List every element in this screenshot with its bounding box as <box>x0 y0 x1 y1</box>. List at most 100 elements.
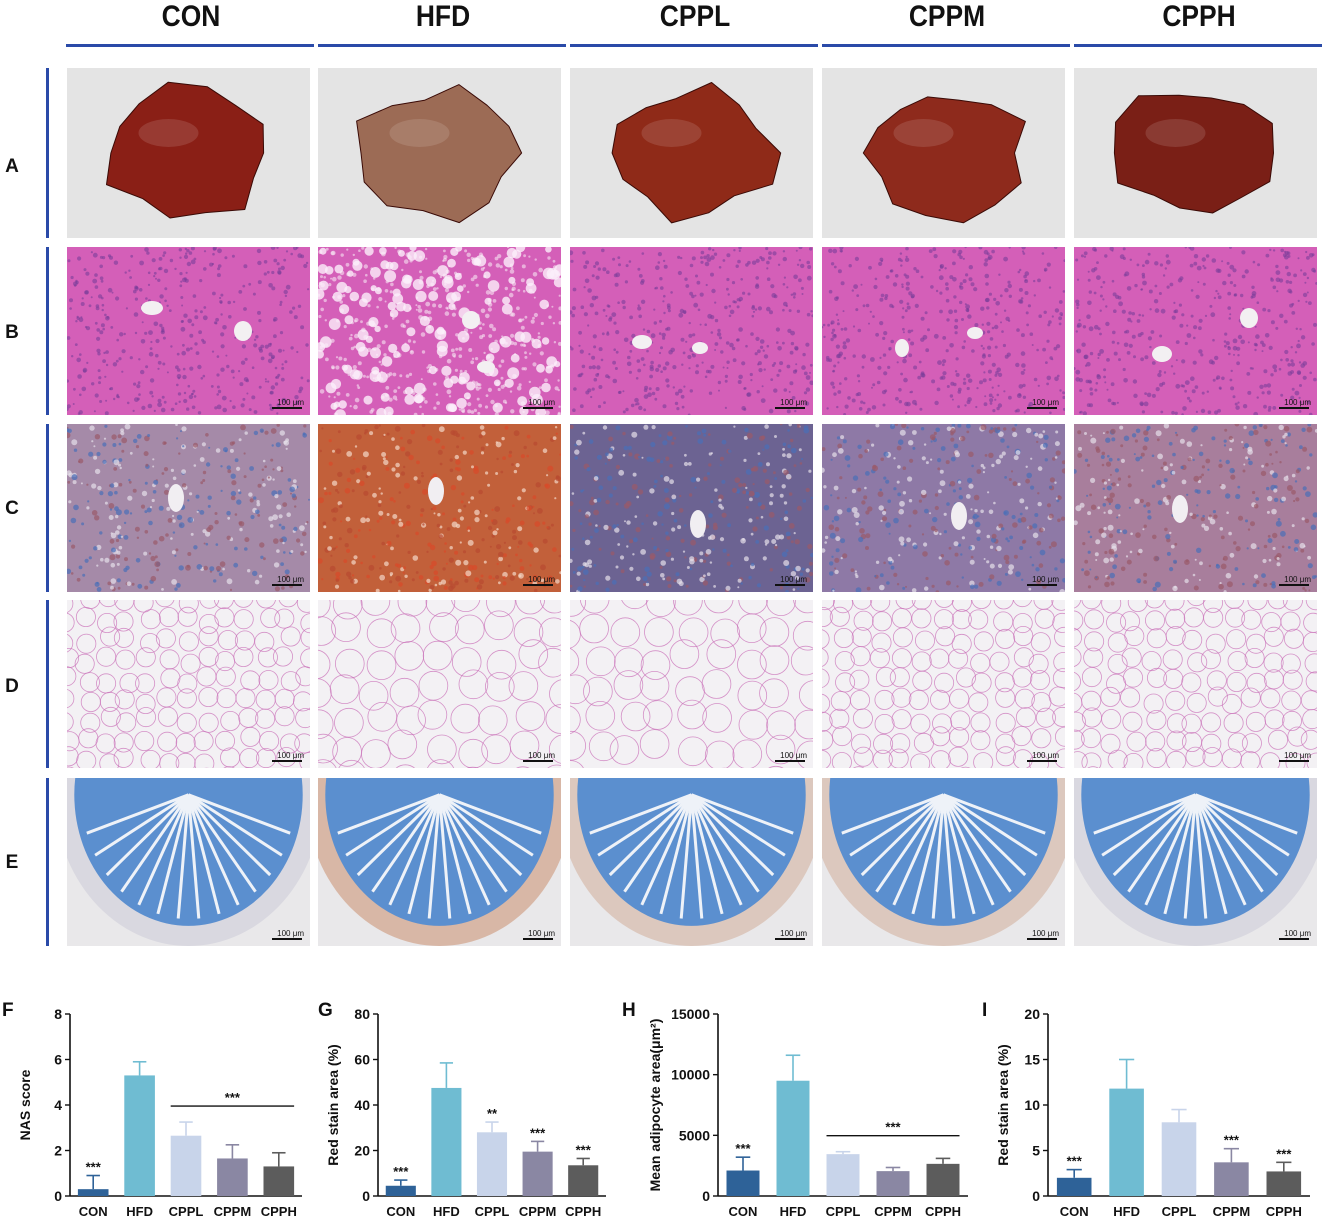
image-liver-he-cpph: 100 μm <box>1074 247 1317 415</box>
x-tick-label: CPPL <box>826 1204 861 1219</box>
y-axis-label: Red stain area (%) <box>325 1044 341 1165</box>
bar-cppl <box>826 1154 860 1196</box>
y-tick-label: 0 <box>1032 1188 1040 1204</box>
image-colon-stain-con: 100 μm <box>67 778 310 946</box>
bar-con <box>77 1189 109 1196</box>
image-adipose-he-con: 100 μm <box>67 600 310 768</box>
y-tick-label: 20 <box>354 1143 370 1159</box>
chart-red-stain-liver: 0 20 40 60 80 Red stain area (%) CON HFD CPPL CPP… <box>325 1006 606 1219</box>
image-liver-gross-cpph <box>1074 68 1317 238</box>
significance-marker: ** <box>487 1106 498 1121</box>
scale-bar <box>272 760 302 762</box>
scale-bar-label: 100 μm <box>1284 751 1311 760</box>
significance-marker: *** <box>885 1120 901 1135</box>
image-liver-oil-red-cpph: 100 μm <box>1074 424 1317 592</box>
scale-bar <box>272 938 302 940</box>
column-header-cpph: CPPH <box>1162 0 1236 33</box>
x-tick-label: CPPM <box>519 1204 557 1219</box>
image-liver-he-cppl: 100 μm <box>570 247 813 415</box>
significance-marker: *** <box>1224 1133 1240 1148</box>
bar-con <box>385 1185 416 1196</box>
scale-bar <box>1279 407 1309 409</box>
scale-bar <box>523 938 553 940</box>
y-tick-label: 4 <box>54 1097 62 1113</box>
row-label-b: B <box>5 322 19 343</box>
image-colon-stain-hfd: 100 μm <box>318 778 561 946</box>
y-axis-label: Red stain area (%) <box>995 1044 1011 1165</box>
scale-bar <box>1027 584 1057 586</box>
panel-letter-g: G <box>318 1000 333 1021</box>
image-liver-gross-cppl <box>570 68 813 238</box>
y-tick-label: 0 <box>702 1188 710 1204</box>
x-tick-label: CON <box>729 1204 758 1219</box>
significance-marker: *** <box>393 1164 409 1179</box>
bar-con <box>1056 1177 1092 1196</box>
y-tick-label: 6 <box>54 1052 62 1068</box>
image-liver-oil-red-cppm: 100 μm <box>822 424 1065 592</box>
bar-cpph <box>263 1166 295 1196</box>
scale-bar-label: 100 μm <box>780 398 807 407</box>
bar-cpph <box>926 1163 960 1196</box>
image-liver-oil-red-hfd: 100 μm <box>318 424 561 592</box>
bar-cppl <box>1161 1122 1197 1196</box>
x-tick-label: HFD <box>126 1204 153 1219</box>
x-tick-label: CPPM <box>214 1204 252 1219</box>
x-tick-label: CPPM <box>1213 1204 1251 1219</box>
scale-bar <box>272 584 302 586</box>
x-tick-label: CPPL <box>1162 1204 1197 1219</box>
image-adipose-he-cppm: 100 μm <box>822 600 1065 768</box>
x-tick-label: CPPL <box>475 1204 510 1219</box>
scale-bar <box>523 407 553 409</box>
y-tick-label: 80 <box>354 1006 370 1022</box>
bar-cppm <box>876 1171 910 1196</box>
x-tick-label: HFD <box>1113 1204 1140 1219</box>
x-tick-label: CON <box>1060 1204 1089 1219</box>
y-tick-label: 20 <box>1024 1006 1040 1022</box>
scale-bar-label: 100 μm <box>528 929 555 938</box>
row-label-e: E <box>5 852 19 873</box>
bar-cppm <box>522 1151 553 1196</box>
y-tick-label: 60 <box>354 1052 370 1068</box>
x-tick-label: CPPH <box>261 1204 297 1219</box>
image-liver-oil-red-cppl: 100 μm <box>570 424 813 592</box>
scale-bar-label: 100 μm <box>528 575 555 584</box>
x-tick-label: CON <box>79 1204 108 1219</box>
bar-con <box>726 1170 760 1196</box>
image-adipose-he-cpph: 100 μm <box>1074 600 1317 768</box>
row-rule-d <box>46 600 49 768</box>
image-liver-gross-cppm <box>822 68 1065 238</box>
y-tick-label: 0 <box>362 1188 370 1204</box>
scale-bar-label: 100 μm <box>277 929 304 938</box>
image-adipose-he-cppl: 100 μm <box>570 600 813 768</box>
bar-cppl <box>170 1135 202 1196</box>
row-label-d: D <box>5 676 19 697</box>
scale-bar-label: 100 μm <box>528 751 555 760</box>
column-header-con: CON <box>161 0 221 33</box>
significance-marker: *** <box>1067 1154 1083 1169</box>
x-tick-label: CPPH <box>1266 1204 1302 1219</box>
bar-hfd <box>431 1087 462 1196</box>
scale-bar-label: 100 μm <box>1284 398 1311 407</box>
row-rule-b <box>46 247 49 415</box>
scale-bar <box>775 584 805 586</box>
significance-marker: *** <box>735 1141 751 1156</box>
scale-bar-label: 100 μm <box>780 575 807 584</box>
bar-hfd <box>1109 1088 1144 1196</box>
y-tick-label: 5000 <box>679 1127 710 1143</box>
scale-bar-label: 100 μm <box>780 751 807 760</box>
bar-cppm <box>217 1158 248 1196</box>
bar-cppl <box>476 1132 508 1196</box>
x-tick-label: CON <box>386 1204 415 1219</box>
scale-bar <box>1279 760 1309 762</box>
y-tick-label: 15 <box>1024 1052 1040 1068</box>
significance-marker: *** <box>225 1090 241 1105</box>
header-rule-cppm <box>822 44 1070 47</box>
image-liver-gross-hfd <box>318 68 561 238</box>
x-tick-label: HFD <box>433 1204 460 1219</box>
image-colon-stain-cppl: 100 μm <box>570 778 813 946</box>
scale-bar <box>1279 938 1309 940</box>
scale-bar-label: 100 μm <box>1032 575 1059 584</box>
scale-bar-label: 100 μm <box>780 929 807 938</box>
panel-letter-i: I <box>982 1000 988 1021</box>
scale-bar-label: 100 μm <box>1032 929 1059 938</box>
